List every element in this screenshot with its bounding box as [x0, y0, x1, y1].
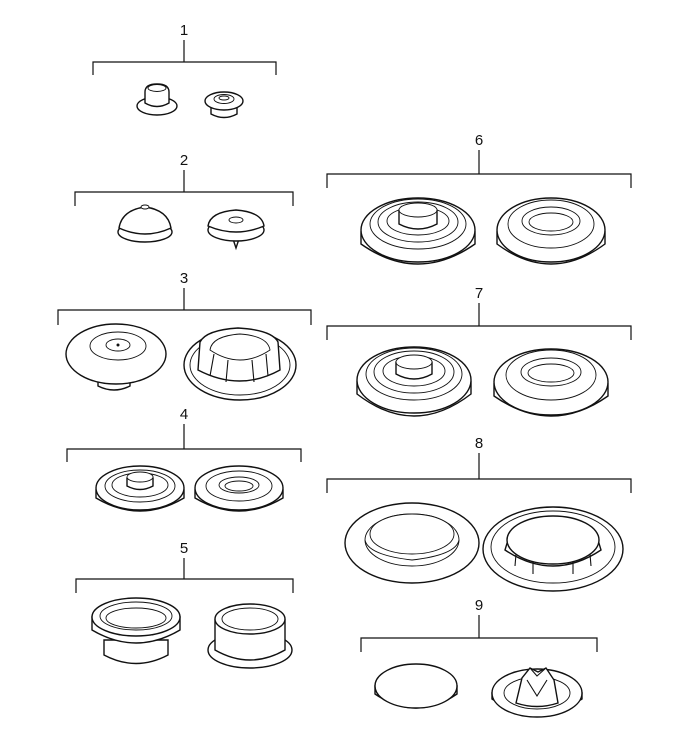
callout-label-1: 1	[180, 22, 188, 39]
callout-label-7: 7	[475, 285, 483, 302]
part-4-stepped-grommet	[194, 465, 284, 512]
part-8-large-cap	[482, 506, 624, 592]
part-3-oval-plug	[65, 323, 167, 391]
bracket-8	[326, 453, 632, 493]
bracket-5	[75, 558, 294, 593]
bracket-3	[57, 288, 312, 325]
group-2: 2	[74, 152, 294, 251]
callout-label-9: 9	[475, 597, 483, 614]
group-1: 1	[92, 22, 277, 119]
part-9-clip-plug	[491, 667, 583, 718]
callout-label-6: 6	[475, 132, 483, 149]
part-2-dome-plug	[117, 204, 173, 243]
group-3: 3	[57, 270, 312, 401]
callout-label-5: 5	[180, 540, 188, 557]
part-5-open-sleeve	[91, 597, 181, 665]
part-9-disc-plug	[374, 663, 458, 709]
part-4-stepped-grommet-plug	[95, 465, 185, 512]
part-7-grommet	[493, 348, 609, 417]
group-4: 4	[66, 406, 302, 512]
bracket-1	[92, 40, 277, 75]
part-2-flat-plug	[207, 209, 265, 251]
callout-label-4: 4	[180, 406, 188, 423]
bracket-7	[326, 303, 632, 340]
part-7-grommet-plug	[356, 346, 472, 417]
part-6-grommet	[496, 197, 606, 265]
bracket-9	[360, 615, 598, 652]
bracket-6	[326, 150, 632, 188]
part-1-grommet	[204, 91, 244, 119]
part-1-cap-plug	[136, 83, 178, 116]
bracket-4	[66, 424, 302, 462]
bracket-2	[74, 170, 294, 206]
group-5: 5	[75, 540, 294, 669]
callout-label-2: 2	[180, 152, 188, 169]
callout-label-3: 3	[180, 270, 188, 287]
part-8-large-ring	[344, 502, 480, 584]
group-7: 7	[326, 285, 632, 417]
callout-label-8: 8	[475, 435, 483, 452]
group-8: 8	[326, 435, 632, 592]
part-5-flanged-cap	[207, 603, 293, 669]
group-6: 6	[326, 132, 632, 265]
part-6-grommet-plug	[360, 197, 476, 265]
group-9: 9	[360, 597, 598, 718]
part-3-oval-grommet	[183, 327, 297, 401]
